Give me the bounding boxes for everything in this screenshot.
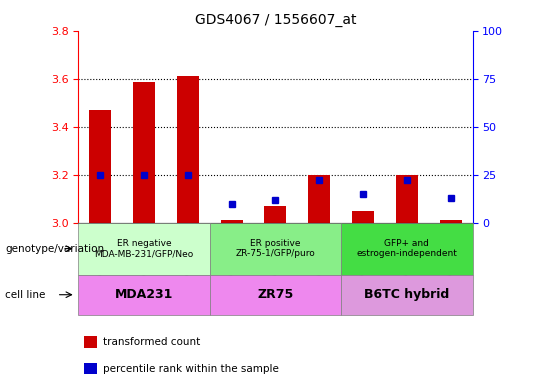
Bar — [265, 206, 286, 223]
Bar — [396, 175, 418, 223]
Text: ER positive
ZR-75-1/GFP/puro: ER positive ZR-75-1/GFP/puro — [235, 239, 315, 258]
Bar — [177, 76, 199, 223]
Text: GFP+ and
estrogen-independent: GFP+ and estrogen-independent — [356, 239, 457, 258]
Text: B6TC hybrid: B6TC hybrid — [364, 288, 449, 301]
Bar — [89, 110, 111, 223]
Bar — [352, 211, 374, 223]
Text: cell line: cell line — [5, 290, 46, 300]
Text: percentile rank within the sample: percentile rank within the sample — [103, 364, 279, 374]
Bar — [221, 220, 242, 223]
Text: transformed count: transformed count — [103, 337, 200, 347]
Bar — [308, 175, 330, 223]
Bar — [440, 220, 462, 223]
Bar — [133, 82, 155, 223]
Text: genotype/variation: genotype/variation — [5, 243, 105, 254]
Text: ZR75: ZR75 — [257, 288, 294, 301]
Text: ER negative
MDA-MB-231/GFP/Neo: ER negative MDA-MB-231/GFP/Neo — [94, 239, 194, 258]
Text: MDA231: MDA231 — [115, 288, 173, 301]
Title: GDS4067 / 1556607_at: GDS4067 / 1556607_at — [194, 13, 356, 27]
